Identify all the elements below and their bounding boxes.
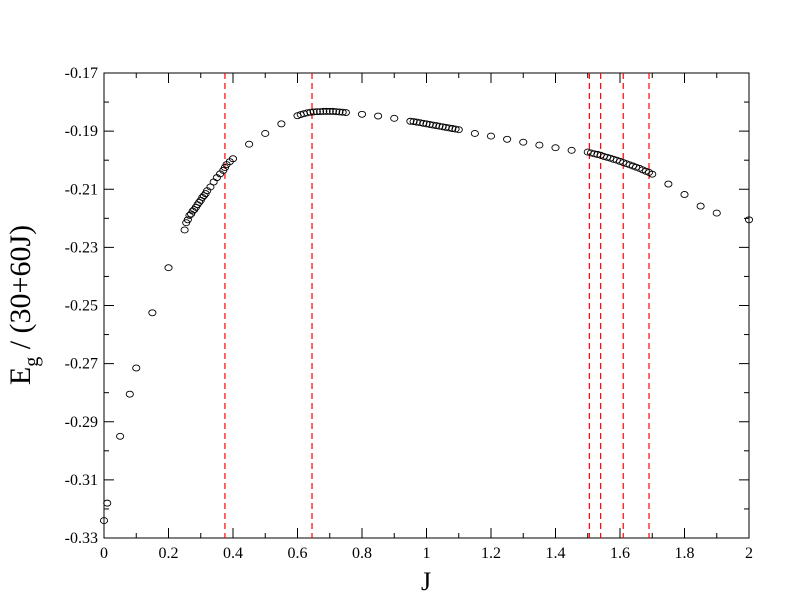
data-point-40 bbox=[312, 108, 321, 116]
data-point-75 bbox=[567, 146, 576, 154]
data-point-74 bbox=[551, 144, 560, 152]
x-axis-ticks: 0 0.2 0.4 0.6 0.8 1 1.2 1.4 1.6 1.8 2 bbox=[100, 73, 753, 562]
data-point-63 bbox=[438, 123, 447, 131]
data-point-50 bbox=[357, 110, 367, 118]
data-point-45 bbox=[328, 107, 338, 115]
x-tick-label-4: 0.8 bbox=[352, 545, 372, 562]
data-point-5 bbox=[148, 309, 157, 317]
y-tick-label-8: -0.33 bbox=[65, 530, 98, 547]
data-point-70 bbox=[486, 132, 496, 140]
data-point-99 bbox=[696, 202, 705, 210]
data-point-67 bbox=[451, 125, 460, 133]
data-point-6 bbox=[164, 264, 173, 272]
x-axis-title: J bbox=[421, 567, 431, 596]
data-point-65 bbox=[445, 124, 454, 132]
data-point-46 bbox=[332, 108, 341, 116]
data-point-68 bbox=[454, 126, 463, 134]
data-point-0 bbox=[99, 517, 109, 525]
data-point-42 bbox=[319, 107, 328, 115]
data-point-51 bbox=[374, 112, 383, 120]
y-axis-title-subscript: g bbox=[21, 357, 43, 367]
y-tick-label-4: -0.25 bbox=[65, 298, 98, 315]
y-tick-label-5: -0.27 bbox=[65, 356, 98, 373]
data-point-3 bbox=[125, 390, 134, 398]
data-point-33 bbox=[277, 120, 286, 128]
data-point-73 bbox=[535, 141, 544, 149]
data-point-32 bbox=[261, 129, 270, 137]
data-point-47 bbox=[335, 108, 344, 116]
data-point-49 bbox=[341, 109, 350, 116]
y-axis-title: Eg / (30+60J) bbox=[4, 225, 43, 385]
reference-lines bbox=[224, 73, 650, 538]
x-tick-label-1: 0.2 bbox=[159, 545, 179, 562]
y-tick-label-0: -0.17 bbox=[65, 65, 98, 82]
data-point-101 bbox=[744, 216, 754, 224]
data-point-41 bbox=[316, 108, 325, 116]
data-point-37 bbox=[303, 109, 312, 117]
x-tick-label-7: 1.4 bbox=[546, 545, 566, 562]
data-point-72 bbox=[519, 138, 528, 146]
y-axis-ticks: -0.17 -0.19 -0.21 -0.23 -0.25 -0.27 -0.29 -0.31… bbox=[65, 65, 749, 547]
data-point-43 bbox=[322, 107, 331, 115]
x-tick-label-9: 1.8 bbox=[675, 545, 695, 562]
data-point-48 bbox=[338, 108, 347, 116]
data-point-64 bbox=[441, 123, 450, 131]
data-point-9 bbox=[183, 216, 192, 224]
y-tick-label-2: -0.21 bbox=[65, 181, 98, 198]
data-point-4 bbox=[132, 364, 141, 372]
y-axis-title-main: E bbox=[4, 367, 37, 385]
data-point-54 bbox=[409, 118, 418, 125]
data-point-71 bbox=[503, 135, 512, 143]
data-point-100 bbox=[712, 209, 721, 217]
data-point-56 bbox=[415, 119, 425, 127]
y-axis-title-rest: / (30+60J) bbox=[4, 225, 37, 357]
data-point-44 bbox=[325, 107, 334, 115]
data-point-7 bbox=[180, 226, 189, 234]
y-tick-label-7: -0.31 bbox=[65, 472, 98, 489]
data-point-1 bbox=[103, 499, 112, 507]
data-point-57 bbox=[419, 119, 428, 127]
data-point-98 bbox=[680, 191, 689, 198]
x-tick-label-6: 1.2 bbox=[481, 545, 501, 562]
plot-frame bbox=[103, 72, 750, 539]
x-tick-label-3: 0.6 bbox=[288, 545, 308, 562]
data-point-2 bbox=[116, 432, 125, 440]
data-point-30 bbox=[228, 155, 238, 163]
x-tick-label-5: 1 bbox=[423, 545, 431, 562]
y-tick-label-3: -0.23 bbox=[65, 239, 98, 256]
y-tick-label-6: -0.29 bbox=[65, 414, 98, 431]
data-point-39 bbox=[309, 108, 318, 116]
x-tick-label-2: 0.4 bbox=[223, 545, 243, 562]
x-tick-label-8: 1.6 bbox=[610, 545, 630, 562]
data-point-62 bbox=[435, 122, 444, 130]
data-point-59 bbox=[425, 120, 434, 128]
data-point-52 bbox=[390, 114, 399, 122]
data-points bbox=[99, 107, 754, 525]
data-point-60 bbox=[428, 121, 438, 129]
data-point-96 bbox=[648, 170, 657, 178]
data-point-38 bbox=[306, 108, 315, 116]
data-point-97 bbox=[664, 180, 673, 188]
data-point-58 bbox=[422, 120, 431, 128]
x-tick-label-0: 0 bbox=[100, 545, 108, 562]
data-point-55 bbox=[412, 118, 421, 126]
data-point-66 bbox=[448, 125, 457, 132]
data-point-53 bbox=[406, 117, 415, 125]
data-point-31 bbox=[245, 140, 254, 148]
data-point-69 bbox=[470, 129, 479, 137]
data-point-61 bbox=[432, 122, 441, 130]
y-tick-label-1: -0.19 bbox=[65, 123, 98, 140]
x-tick-label-10: 2 bbox=[745, 545, 753, 562]
